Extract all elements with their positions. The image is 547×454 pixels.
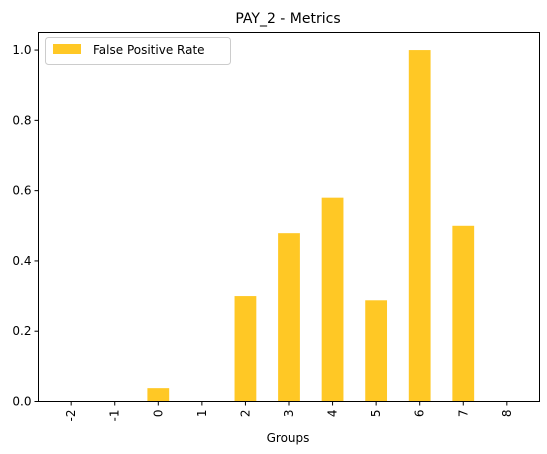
x-tick-label-7: 7 [456,410,470,418]
bar-5 [365,300,388,402]
legend-swatch [53,44,81,54]
x-tick-label-8: 8 [500,410,514,418]
bar-7 [452,225,475,402]
y-tick-label-0.6: 0.6 [12,184,31,198]
x-tick-label-1: 1 [195,410,209,418]
plot-area [147,50,475,402]
chart-title: PAY_2 - Metrics [235,11,340,27]
bar-4 [321,197,344,402]
x-tick-label-0: 0 [151,410,165,418]
x-tick-label--2: -2 [64,410,78,422]
y-tick-label-0.2: 0.2 [12,324,31,338]
legend: False Positive Rate [45,37,231,65]
x-axis-label: Groups [267,431,310,445]
bar-0 [147,388,170,402]
y-axis: 0.0 0.2 0.4 0.6 0.8 1.0 [12,43,39,409]
legend-box [45,37,231,65]
y-tick-label-0.8: 0.8 [12,113,31,127]
legend-label: False Positive Rate [93,43,205,57]
bar-6 [408,50,431,402]
y-tick-label-0.0: 0.0 [12,395,31,409]
x-axis: -2 -1 0 1 2 3 4 5 6 7 8 [64,401,514,422]
bar-3 [278,233,300,402]
x-tick-label--1: -1 [108,410,122,422]
y-tick-label-1.0: 1.0 [12,43,31,57]
x-tick-label-5: 5 [369,410,383,418]
y-tick-label-0.4: 0.4 [12,254,31,268]
x-tick-label-2: 2 [238,410,252,418]
x-tick-label-3: 3 [282,410,296,418]
bar-2 [234,296,257,402]
x-tick-label-4: 4 [326,410,340,418]
x-tick-label-6: 6 [413,410,427,418]
